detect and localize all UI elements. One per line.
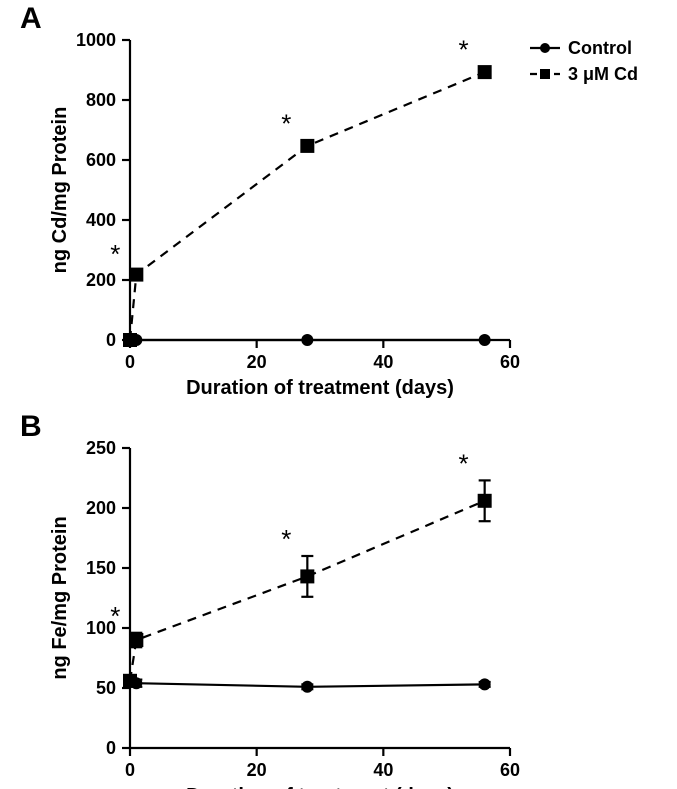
svg-text:0: 0 [106, 330, 116, 350]
svg-text:20: 20 [247, 352, 267, 372]
svg-text:250: 250 [86, 438, 116, 458]
svg-text:*: * [459, 35, 469, 65]
svg-text:200: 200 [86, 498, 116, 518]
chart-B: 0501001502002500204060Duration of treatm… [130, 448, 512, 750]
legend-A: Control 3 μM Cd [530, 38, 677, 100]
svg-text:40: 40 [373, 760, 393, 780]
panel-label-A: A [20, 2, 42, 36]
svg-text:50: 50 [96, 678, 116, 698]
svg-text:60: 60 [500, 352, 520, 372]
svg-text:3 μM Cd: 3 μM Cd [568, 64, 638, 84]
svg-text:0: 0 [125, 760, 135, 780]
svg-text:ng Cd/mg Protein: ng Cd/mg Protein [49, 107, 71, 274]
svg-text:800: 800 [86, 90, 116, 110]
svg-text:150: 150 [86, 558, 116, 578]
svg-text:Duration of treatment (days): Duration of treatment (days) [186, 785, 454, 789]
svg-text:0: 0 [106, 738, 116, 758]
svg-text:40: 40 [373, 352, 393, 372]
svg-text:1000: 1000 [76, 30, 116, 50]
svg-text:*: * [459, 448, 469, 478]
svg-text:*: * [110, 601, 120, 631]
svg-text:0: 0 [125, 352, 135, 372]
svg-text:20: 20 [247, 760, 267, 780]
svg-text:*: * [110, 239, 120, 269]
svg-text:Control: Control [568, 38, 632, 58]
svg-text:ng Fe/mg Protein: ng Fe/mg Protein [49, 516, 71, 679]
panel-label-B: B [20, 410, 42, 444]
chart-A: 020040060080010000204060Duration of trea… [130, 40, 512, 342]
svg-text:Duration of treatment (days): Duration of treatment (days) [186, 377, 454, 399]
svg-text:60: 60 [500, 760, 520, 780]
svg-text:400: 400 [86, 210, 116, 230]
svg-text:600: 600 [86, 150, 116, 170]
svg-text:200: 200 [86, 270, 116, 290]
svg-text:*: * [281, 524, 291, 554]
svg-text:*: * [281, 109, 291, 139]
